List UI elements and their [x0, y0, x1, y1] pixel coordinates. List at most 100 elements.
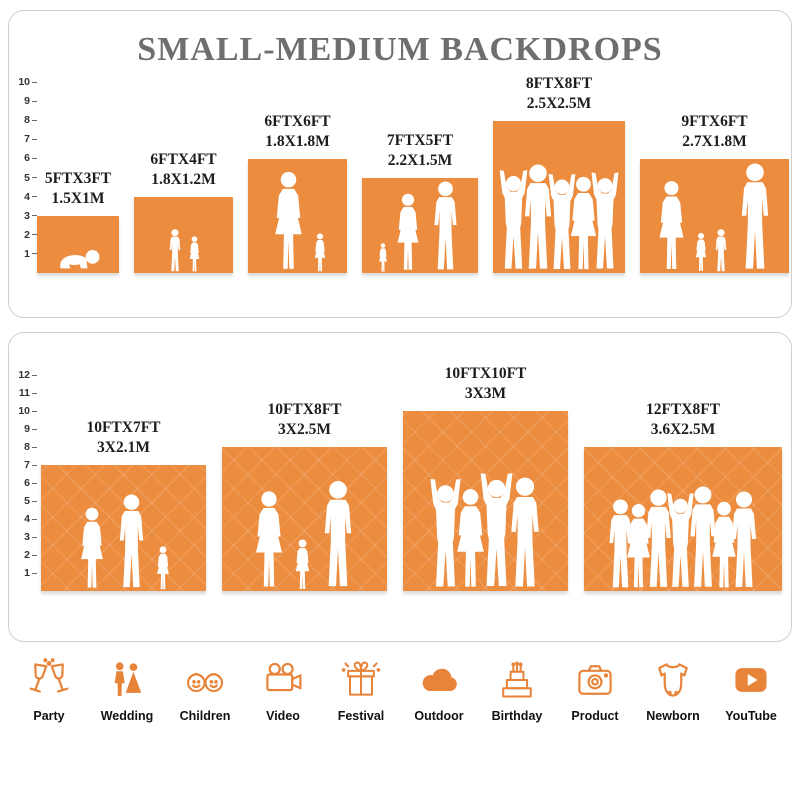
backdrop-size-stage-bottom: 10FTX7FT 3X2.1M 10FTX8FT 3X2.5M	[41, 364, 783, 591]
backdrop-rectangle	[222, 447, 387, 591]
woman-silhouette	[81, 507, 103, 588]
people-silhouettes	[640, 163, 789, 273]
people-silhouettes	[403, 473, 568, 591]
man-silhouette	[119, 494, 144, 588]
ruler-tick: 7	[24, 460, 37, 471]
ruler-tick: 2	[24, 230, 37, 241]
ruler-tick: 8	[24, 115, 37, 126]
people-silhouettes	[584, 486, 782, 591]
backdrop-rectangle	[362, 178, 478, 273]
cloud-icon	[422, 668, 457, 691]
size-ft: 10FTX8FT	[267, 400, 342, 418]
child-silhouette	[169, 229, 180, 272]
birthday-cake-icon	[502, 661, 532, 698]
people-silhouettes	[493, 164, 625, 273]
size-ft: 6FTX4FT	[150, 150, 217, 168]
woman-silhouette	[397, 193, 418, 270]
size-m: 3.6X2.5M	[650, 420, 716, 438]
man-silhouette	[324, 481, 352, 587]
size-ft: 5FTX3FT	[44, 169, 112, 187]
backdrop-size-label: 10FTX10FT 3X3M	[445, 364, 527, 404]
category-label: Outdoor	[414, 709, 464, 723]
backdrop-size-label: 6FTX4FT 1.8X1.2M	[150, 150, 216, 190]
backdrop-rectangle	[248, 159, 347, 273]
ruler-tick: 3	[24, 532, 37, 543]
category-label: Festival	[337, 709, 385, 723]
ruler-tick: 6	[24, 153, 37, 164]
ruler-tick: 4	[24, 514, 37, 525]
page-title: SMALL-MEDIUM BACKDROPS	[137, 31, 663, 68]
backdrop-size-label: 5FTX3FT 1.5X1M	[45, 169, 111, 209]
people-silhouettes	[41, 494, 206, 591]
size-m: 2.2X1.5M	[387, 151, 453, 169]
size-m: 3X3M	[464, 384, 507, 402]
backdrop-rectangle	[41, 465, 206, 591]
people-silhouettes	[134, 229, 233, 273]
category-children: Children	[168, 658, 242, 723]
people-silhouettes	[248, 171, 347, 273]
ruler-tick: 10	[18, 406, 37, 417]
wedding-couple-icon	[114, 662, 142, 697]
backdrop-size-label: 7FTX5FT 2.2X1.5M	[387, 131, 453, 171]
backdrop-block-6x4: 6FTX4FT 1.8X1.2M	[134, 150, 233, 273]
category-festival: Festival	[324, 658, 398, 723]
baby-onesie-icon	[658, 663, 688, 697]
backdrop-block-7x5: 7FTX5FT 2.2X1.5M	[362, 131, 478, 273]
size-m: 2.5X2.5M	[526, 94, 592, 112]
ruler-tick: 7	[24, 134, 37, 145]
child-silhouette	[715, 229, 726, 272]
man-silhouette	[511, 477, 539, 587]
child-silhouette	[295, 539, 310, 589]
category-product: Product	[558, 658, 632, 723]
category-label: Party	[33, 709, 65, 723]
category-label: Birthday	[491, 709, 543, 723]
category-video: Video	[246, 658, 320, 723]
category-label: Product	[571, 709, 619, 723]
category-party: Party	[12, 658, 86, 723]
category-label: YouTube	[725, 709, 777, 723]
height-ruler-bottom: 12 11 10 9 8 7 6 5 4 3 2 1	[13, 370, 37, 579]
ruler-tick: 6	[24, 478, 37, 489]
people-silhouettes	[37, 247, 119, 273]
size-ft: 7FTX5FT	[386, 131, 454, 149]
child-silhouette	[189, 236, 199, 272]
category-label: Wedding	[100, 709, 154, 723]
size-ft: 12FTX8FT	[645, 400, 721, 418]
backdrop-block-10x7: 10FTX7FT 3X2.1M	[41, 418, 206, 591]
ruler-tick: 12	[18, 370, 37, 381]
ruler-tick: 1	[24, 249, 37, 260]
size-ft: 10FTX10FT	[444, 364, 527, 382]
size-ft: 8FTX8FT	[525, 74, 593, 92]
people-silhouettes	[362, 181, 478, 273]
crawling-baby-silhouette	[60, 250, 100, 269]
backdrop-rectangle	[37, 216, 119, 273]
ruler-tick: 5	[24, 496, 37, 507]
backdrop-rectangle	[640, 159, 789, 273]
youtube-icon	[735, 668, 767, 692]
size-m: 2.7X1.8M	[682, 132, 747, 150]
backdrop-rectangle	[403, 411, 568, 591]
small-medium-backdrops-panel: SMALL-MEDIUM BACKDROPS 10 9 8 7 6 5 4 3 …	[8, 10, 792, 318]
backdrop-block-12x8: 12FTX8FT 3.6X2.5M	[584, 400, 782, 591]
man-silhouette	[741, 163, 768, 269]
woman-silhouette	[658, 181, 684, 270]
size-m: 3X2.1M	[97, 438, 150, 456]
champagne-glasses-icon	[29, 658, 69, 693]
backdrop-size-stage-top: 5FTX3FT 1.5X1M 6FTX4FT 1.8X1.2M	[37, 74, 789, 273]
size-m: 3X2.5M	[278, 420, 331, 438]
ruler-tick: 11	[19, 388, 37, 399]
category-label: Children	[179, 709, 231, 723]
ruler-tick: 4	[24, 191, 37, 202]
size-ft: 6FTX6FT	[264, 112, 331, 130]
person-arms-up-silhouette	[591, 172, 619, 269]
video-camera-icon	[266, 662, 302, 692]
size-m: 1.8X1.2M	[151, 170, 216, 188]
category-row: Party Wedding Children	[12, 658, 788, 723]
man-silhouette	[732, 491, 756, 587]
backdrop-block-10x10: 10FTX10FT 3X3M	[403, 364, 568, 591]
backdrop-rectangle	[493, 121, 625, 273]
category-label: Newborn	[646, 709, 700, 723]
backdrop-block-9x6: 9FTX6FT 2.7X1.8M	[640, 112, 789, 273]
backdrop-size-label: 9FTX6FT 2.7X1.8M	[681, 112, 747, 152]
size-ft: 10FTX7FT	[86, 418, 161, 436]
